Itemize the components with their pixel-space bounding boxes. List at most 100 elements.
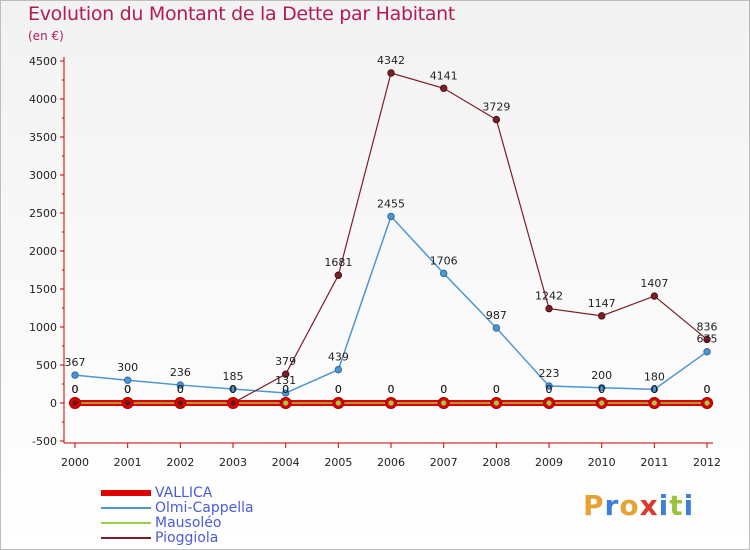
data-label: 0 [230,383,237,396]
x-tick-label: 2001 [114,456,142,469]
data-label: 0 [230,383,237,396]
data-label: 0 [388,383,395,396]
data-label: 0 [440,383,447,396]
data-label: 367 [65,356,86,369]
data-label: 0 [704,383,711,396]
x-tick-label: 2002 [166,456,194,469]
data-point [492,115,501,124]
y-tick-label: 2500 [29,207,57,220]
brand-logo: Proxiti [583,489,694,522]
data-point [493,400,499,406]
legend-item: Olmi-Cappella [101,500,254,515]
data-label: 675 [697,333,718,346]
data-label: 2455 [377,197,405,210]
data-label: 0 [124,383,131,396]
brand-letter: i [658,489,670,522]
data-label: 0 [546,383,553,396]
x-tick-label: 2009 [535,456,563,469]
y-tick-label: 500 [36,359,57,372]
data-label: 0 [598,383,605,396]
legend-label: Mausoléo [155,514,222,531]
data-label: 0 [493,383,500,396]
data-point [283,400,289,406]
data-label: 0 [598,383,605,396]
data-label: 1242 [535,290,563,303]
x-tick-label: 2008 [482,456,510,469]
data-point [177,400,183,406]
data-point [703,348,711,356]
data-label: 131 [275,374,296,387]
data-label: 0 [72,383,79,396]
y-tick-label: 3500 [29,131,57,144]
data-label: 0 [177,383,184,396]
data-label: 0 [493,383,500,396]
y-tick-label: 4500 [29,55,57,68]
data-point [71,371,79,379]
series-line [75,72,708,404]
data-label: 0 [704,383,711,396]
legend-item: Mausoléo [101,515,254,530]
data-label: 0 [124,383,131,396]
data-label: 439 [328,351,349,364]
data-point [334,271,343,279]
data-label: 1147 [588,297,616,310]
data-point [441,400,447,406]
y-tick-label: 1500 [29,283,57,296]
data-point [492,324,501,332]
data-label: 180 [644,370,665,383]
data-label: 1706 [430,254,458,267]
data-label: 0 [72,383,79,396]
data-label: 4141 [430,69,458,82]
x-tick-label: 2005 [324,456,352,469]
data-label: 1407 [640,277,668,290]
brand-letter: t [669,489,684,522]
brand-letter: o [619,489,640,522]
data-label: 0 [335,383,342,396]
data-point [651,400,657,406]
data-label: 0 [282,383,289,396]
x-tick-label: 2007 [430,456,458,469]
data-point [598,312,606,320]
data-label: 0 [282,383,289,396]
data-point [387,212,395,221]
data-label: 379 [275,355,296,368]
data-label: 0 [335,383,342,396]
legend-label: Pioggiola [155,529,219,546]
data-label: 223 [539,367,560,380]
data-label: 987 [486,309,507,322]
data-point [545,304,553,313]
y-tick-label: 2000 [29,245,57,258]
data-point [650,385,659,394]
data-point [123,376,132,384]
legend-item: Pioggiola [101,530,254,545]
y-tick-label: 3000 [29,169,57,182]
x-tick-label: 2004 [272,456,300,469]
data-point [704,400,710,406]
x-tick-label: 2011 [640,456,668,469]
data-label: 836 [697,320,718,333]
legend-swatch [101,506,151,509]
data-label: 1681 [324,256,352,269]
x-tick-label: 2006 [377,456,405,469]
data-label: 0 [177,383,184,396]
data-point [229,385,237,393]
data-point [703,335,711,344]
data-point [72,400,78,406]
x-tick-label: 2003 [219,456,247,469]
legend-label: VALLICA [155,484,213,501]
legend-label: Olmi-Cappella [155,499,254,516]
x-tick-label: 2000 [61,456,89,469]
data-label: 300 [117,361,138,374]
data-label: 4342 [377,54,405,67]
data-point [334,365,343,374]
data-point [281,370,290,378]
legend-item: VALLICA [101,485,254,500]
data-point [176,381,185,389]
legend-swatch [101,521,151,524]
y-tick-label: 4000 [29,93,57,106]
data-point [387,69,395,77]
y-tick-label: -500 [32,435,57,448]
data-label: 3729 [482,101,510,114]
data-label: 0 [651,383,658,396]
